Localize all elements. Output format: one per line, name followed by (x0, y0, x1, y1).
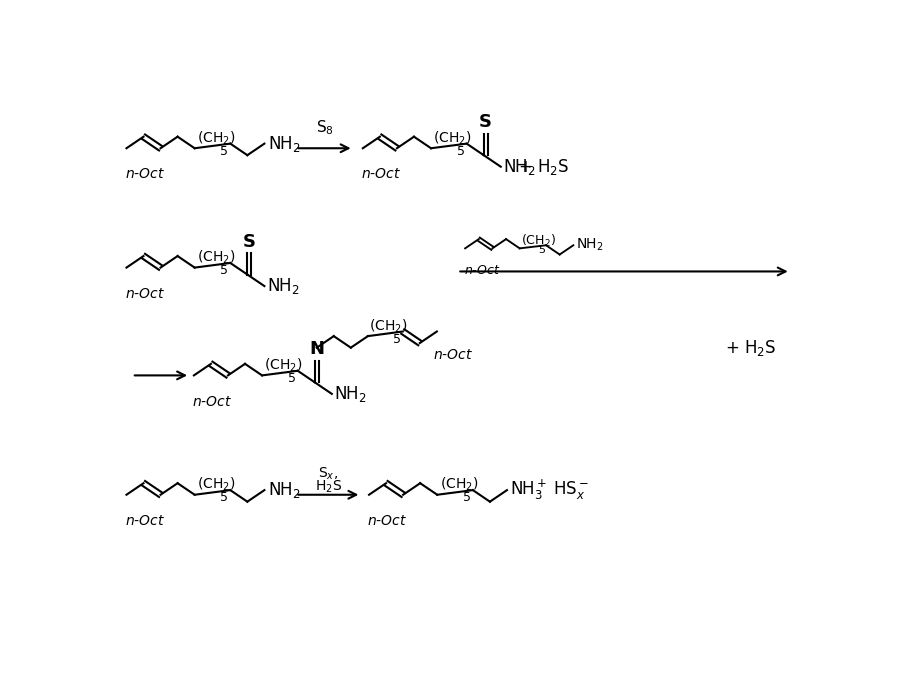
Text: (CH$_2$): (CH$_2$) (197, 476, 236, 493)
Text: $n$-Oct: $n$-Oct (433, 348, 473, 362)
Text: 5: 5 (463, 491, 471, 504)
Text: NH$_2$: NH$_2$ (267, 134, 301, 154)
Text: NH$_3^+$: NH$_3^+$ (510, 478, 547, 502)
Text: NH$_2$: NH$_2$ (334, 384, 367, 404)
Text: (CH$_2$): (CH$_2$) (439, 476, 478, 493)
Text: (CH$_2$): (CH$_2$) (197, 130, 236, 147)
Text: NH$_2$: NH$_2$ (503, 157, 536, 177)
Text: $n$-Oct: $n$-Oct (361, 168, 401, 181)
Text: 5: 5 (392, 333, 400, 346)
Text: S: S (243, 233, 256, 250)
Text: S$_8$: S$_8$ (316, 118, 333, 137)
Text: H$_2$S: H$_2$S (315, 478, 342, 495)
Text: 5: 5 (220, 145, 229, 158)
Text: $n$-Oct: $n$-Oct (464, 264, 500, 277)
Text: + H$_2$S: + H$_2$S (724, 339, 776, 358)
Text: $n$-Oct: $n$-Oct (125, 514, 165, 528)
Text: $n$-Oct: $n$-Oct (193, 395, 232, 408)
Text: (CH$_2$): (CH$_2$) (434, 130, 472, 147)
Text: (CH$_2$): (CH$_2$) (197, 249, 236, 266)
Text: (CH$_2$): (CH$_2$) (521, 233, 556, 249)
Text: NH$_2$: NH$_2$ (266, 276, 300, 296)
Text: HS$_x^-$: HS$_x^-$ (554, 479, 590, 501)
Text: N: N (310, 339, 324, 357)
Text: (CH$_2$): (CH$_2$) (265, 357, 302, 374)
Text: 5: 5 (288, 372, 295, 385)
Text: NH$_2$: NH$_2$ (576, 237, 603, 253)
Text: $n$-Oct: $n$-Oct (125, 168, 165, 181)
Text: + H$_2$S: + H$_2$S (518, 157, 569, 177)
Text: $n$-Oct: $n$-Oct (367, 514, 408, 528)
Text: (CH$_2$): (CH$_2$) (369, 317, 408, 335)
Text: NH$_2$: NH$_2$ (267, 480, 301, 500)
Text: 5: 5 (456, 145, 464, 158)
Text: $n$-Oct: $n$-Oct (125, 287, 165, 301)
Text: 5: 5 (220, 491, 229, 504)
Text: S: S (479, 113, 492, 131)
Text: S$_x$,: S$_x$, (319, 465, 338, 482)
Text: 5: 5 (220, 264, 229, 277)
Text: 5: 5 (538, 245, 545, 255)
